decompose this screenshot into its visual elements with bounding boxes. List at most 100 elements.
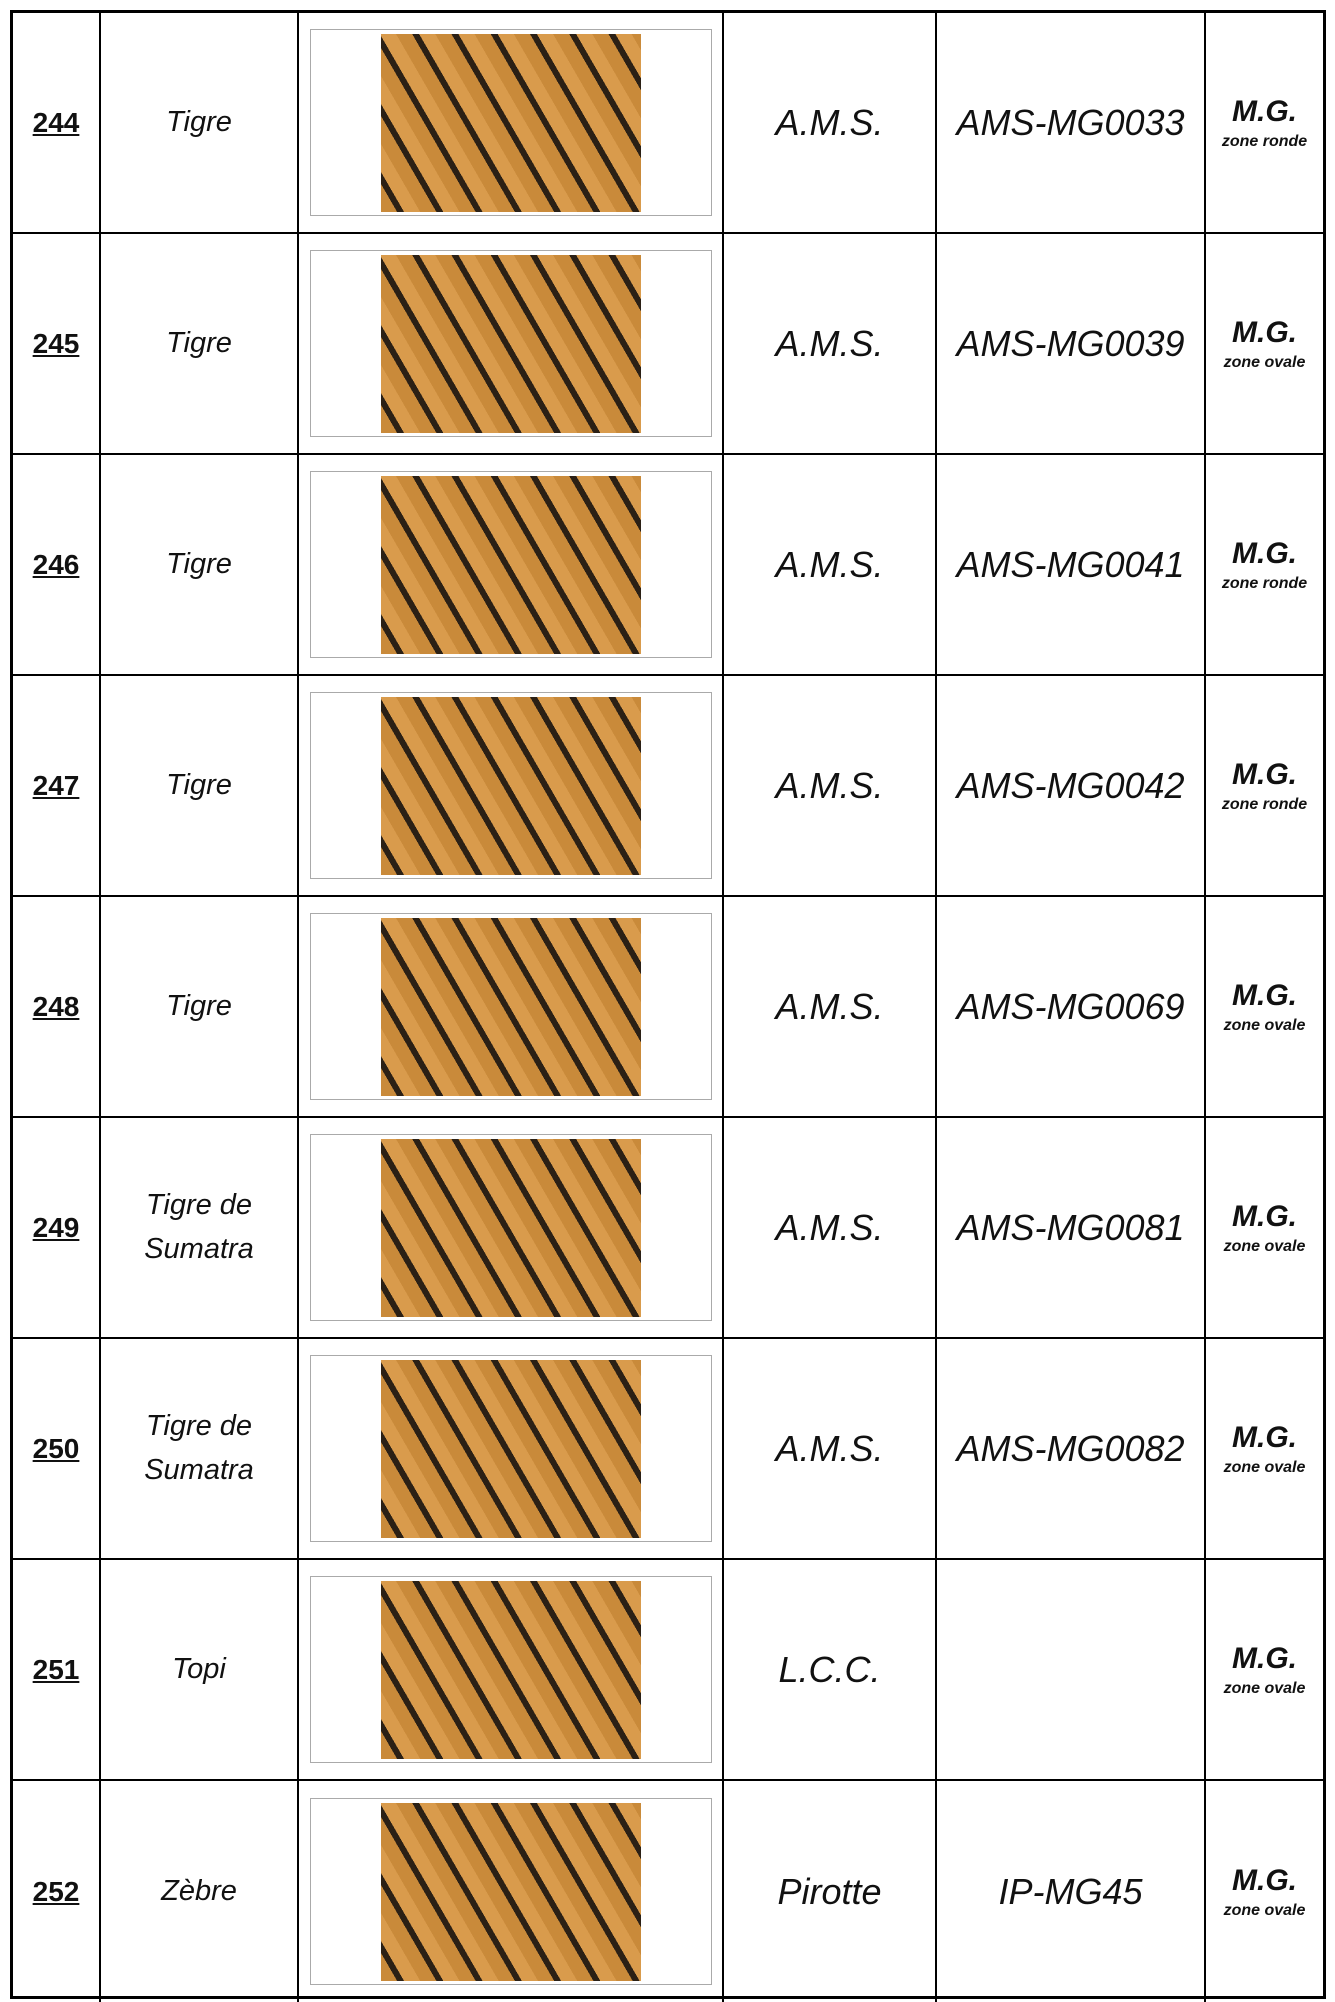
- animal-name: Tigre: [166, 547, 232, 580]
- name-cell: Tigre de Sumatra: [101, 1339, 299, 1560]
- image-cell: [299, 1560, 724, 1781]
- maker-cell: A.M.S.: [724, 897, 937, 1118]
- maker: L.C.C.: [778, 1648, 881, 1690]
- type-cell: M.G. zone ovale: [1206, 1560, 1323, 1781]
- image-cell: [299, 455, 724, 676]
- item-number: 247: [32, 769, 80, 801]
- image-frame: [309, 1798, 712, 1985]
- reference: AMS-MG0081: [956, 1206, 1185, 1248]
- image-cell: [299, 1781, 724, 2002]
- number-cell: 252: [13, 1781, 101, 2002]
- animal-image: [380, 254, 641, 433]
- type: M.G.: [1232, 315, 1297, 349]
- type: M.G.: [1232, 1199, 1297, 1233]
- reference: AMS-MG0041: [956, 543, 1185, 585]
- reference: AMS-MG0039: [956, 322, 1185, 364]
- animal-name: Tigre: [166, 768, 232, 801]
- animal-image: [380, 696, 641, 875]
- image-frame: [309, 913, 712, 1100]
- maker-cell: A.M.S.: [724, 234, 937, 455]
- item-number: 248: [32, 990, 80, 1022]
- maker: A.M.S.: [775, 543, 884, 585]
- ref-cell: AMS-MG0069: [937, 897, 1206, 1118]
- zone: zone ovale: [1223, 1237, 1306, 1255]
- type-cell: M.G. zone ronde: [1206, 13, 1323, 234]
- number-cell: 251: [13, 1560, 101, 1781]
- maker-cell: A.M.S.: [724, 1339, 937, 1560]
- name-cell: Zèbre: [101, 1781, 299, 2002]
- maker-cell: L.C.C.: [724, 1560, 937, 1781]
- image-frame: [309, 250, 712, 437]
- name-cell: Tigre: [101, 676, 299, 897]
- ref-cell: AMS-MG0041: [937, 455, 1206, 676]
- image-cell: [299, 1339, 724, 1560]
- animal-image: [380, 1580, 641, 1759]
- maker: A.M.S.: [775, 1206, 884, 1248]
- item-number: 245: [32, 327, 80, 359]
- maker: A.M.S.: [775, 101, 884, 143]
- maker: A.M.S.: [775, 1427, 884, 1469]
- animal-name: Tigre: [166, 326, 232, 359]
- image-frame: [309, 692, 712, 879]
- type: M.G.: [1232, 978, 1297, 1012]
- animal-name: Tigre de Sumatra: [144, 1410, 254, 1486]
- type-cell: M.G. zone ovale: [1206, 1781, 1323, 2002]
- maker: A.M.S.: [775, 322, 884, 364]
- item-number: 244: [32, 106, 80, 138]
- type-cell: M.G. zone ovale: [1206, 1339, 1323, 1560]
- item-number: 250: [32, 1432, 80, 1464]
- animal-name: Zèbre: [161, 1874, 237, 1907]
- type-cell: M.G. zone ronde: [1206, 455, 1323, 676]
- animal-name: Tigre: [166, 989, 232, 1022]
- maker-cell: A.M.S.: [724, 676, 937, 897]
- number-cell: 245: [13, 234, 101, 455]
- maker-cell: Pirotte: [724, 1781, 937, 2002]
- name-cell: Tigre: [101, 13, 299, 234]
- zone: zone ronde: [1221, 795, 1308, 813]
- reference: AMS-MG0082: [956, 1427, 1185, 1469]
- zone: zone ronde: [1221, 132, 1308, 150]
- reference: AMS-MG0042: [956, 764, 1185, 806]
- ref-cell: AMS-MG0082: [937, 1339, 1206, 1560]
- type-cell: M.G. zone ovale: [1206, 1118, 1323, 1339]
- type: M.G.: [1232, 94, 1297, 128]
- type: M.G.: [1232, 1641, 1297, 1675]
- name-cell: Tigre: [101, 897, 299, 1118]
- catalog-table: 244 Tigre A.M.S. AMS-MG0033 M.G. zone ronde 24…: [10, 10, 1326, 2002]
- animal-name: Topi: [172, 1652, 226, 1685]
- item-number: 246: [32, 548, 80, 580]
- number-cell: 246: [13, 455, 101, 676]
- ref-cell: AMS-MG0039: [937, 234, 1206, 455]
- type-cell: M.G. zone ovale: [1206, 234, 1323, 455]
- item-number: 252: [32, 1875, 80, 1907]
- image-frame: [309, 29, 712, 216]
- image-frame: [309, 471, 712, 658]
- image-cell: [299, 234, 724, 455]
- animal-image: [380, 1138, 641, 1317]
- animal-image: [380, 33, 641, 212]
- zone: zone ovale: [1223, 1679, 1306, 1697]
- type: M.G.: [1232, 536, 1297, 570]
- maker-cell: A.M.S.: [724, 13, 937, 234]
- type: M.G.: [1232, 1863, 1297, 1897]
- ref-cell: AMS-MG0033: [937, 13, 1206, 234]
- zone: zone ovale: [1223, 1458, 1306, 1476]
- image-frame: [309, 1134, 712, 1321]
- maker: A.M.S.: [775, 764, 884, 806]
- item-number: 251: [32, 1653, 80, 1685]
- name-cell: Tigre de Sumatra: [101, 1118, 299, 1339]
- ref-cell: AMS-MG0081: [937, 1118, 1206, 1339]
- ref-cell: [937, 1560, 1206, 1781]
- image-frame: [309, 1355, 712, 1542]
- number-cell: 247: [13, 676, 101, 897]
- number-cell: 244: [13, 13, 101, 234]
- maker: A.M.S.: [775, 985, 884, 1027]
- image-cell: [299, 1118, 724, 1339]
- animal-image: [380, 1802, 641, 1981]
- zone: zone ronde: [1221, 574, 1308, 592]
- animal-name: Tigre: [166, 105, 232, 138]
- animal-name: Tigre de Sumatra: [144, 1189, 254, 1265]
- name-cell: Topi: [101, 1560, 299, 1781]
- maker: Pirotte: [777, 1870, 882, 1912]
